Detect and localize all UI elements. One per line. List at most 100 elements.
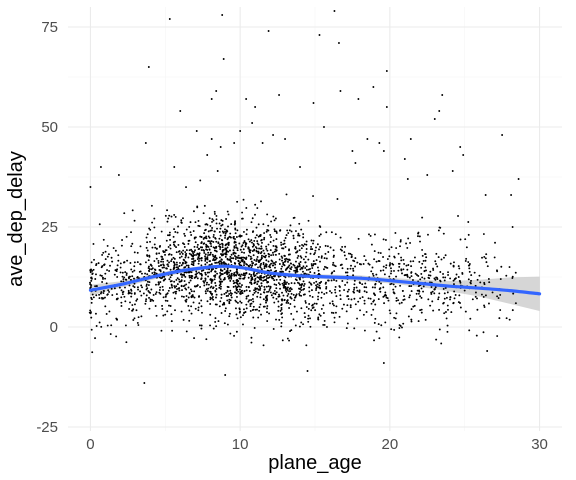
data-point	[277, 282, 280, 284]
data-point	[352, 259, 355, 262]
data-point	[260, 278, 263, 281]
data-point	[206, 248, 209, 251]
data-point	[167, 253, 170, 256]
data-point	[323, 257, 326, 260]
data-point	[230, 260, 233, 263]
data-point	[187, 256, 190, 259]
data-point	[175, 246, 178, 249]
data-point	[384, 291, 387, 294]
data-point	[496, 270, 499, 273]
data-point	[223, 272, 226, 274]
data-point	[457, 301, 460, 304]
data-point	[442, 287, 445, 290]
data-point	[212, 240, 215, 243]
data-point	[345, 257, 348, 260]
data-point	[249, 281, 251, 284]
data-point	[128, 284, 131, 287]
data-point	[167, 217, 170, 220]
data-point	[286, 229, 289, 232]
data-point	[373, 299, 375, 302]
data-point	[371, 272, 374, 275]
data-point	[234, 241, 237, 244]
data-point	[382, 362, 385, 364]
data-point	[219, 227, 222, 230]
data-point	[457, 265, 460, 268]
data-point	[370, 243, 373, 246]
data-point	[305, 306, 308, 308]
data-point	[277, 300, 280, 303]
data-point	[267, 224, 270, 227]
data-point	[227, 213, 230, 216]
data-point	[180, 264, 183, 267]
data-point	[173, 166, 176, 168]
data-point	[223, 322, 226, 325]
data-point	[147, 267, 150, 269]
data-point	[357, 300, 360, 303]
data-point	[505, 274, 508, 277]
data-point	[243, 256, 246, 259]
data-point	[418, 235, 421, 238]
data-point	[474, 284, 477, 287]
data-point	[312, 195, 314, 197]
data-point	[215, 293, 218, 296]
data-point	[296, 265, 299, 268]
data-point	[353, 283, 356, 286]
data-point	[245, 233, 248, 236]
data-point	[180, 273, 183, 275]
data-point	[241, 289, 243, 292]
data-point	[268, 265, 271, 268]
data-point	[244, 272, 247, 275]
data-point	[230, 294, 232, 297]
data-point	[247, 254, 250, 257]
data-point	[431, 300, 434, 303]
data-point	[124, 300, 127, 303]
data-point	[382, 265, 385, 268]
data-point	[209, 278, 212, 281]
data-point	[361, 296, 364, 299]
data-point	[257, 250, 260, 253]
data-point	[296, 270, 299, 273]
data-point	[386, 297, 389, 300]
data-point	[240, 245, 243, 248]
data-point	[161, 307, 164, 310]
data-point	[228, 249, 231, 252]
data-point	[161, 285, 164, 288]
data-point	[114, 249, 117, 252]
data-point	[168, 278, 171, 281]
data-point	[458, 279, 461, 282]
data-point	[268, 253, 271, 256]
data-point	[234, 238, 236, 240]
data-point	[281, 316, 284, 319]
data-point	[254, 290, 257, 293]
data-point	[271, 260, 274, 263]
data-point	[170, 313, 173, 316]
data-point	[116, 264, 119, 267]
data-point	[161, 276, 164, 279]
data-point	[204, 277, 207, 280]
data-point	[228, 274, 231, 277]
data-point	[178, 280, 181, 283]
data-point	[238, 282, 241, 285]
data-point	[90, 316, 93, 319]
data-point	[219, 243, 221, 246]
data-point	[407, 264, 410, 266]
data-point	[163, 275, 166, 278]
data-point	[316, 285, 318, 288]
data-point	[389, 312, 392, 315]
data-point	[424, 318, 427, 321]
data-point	[189, 231, 192, 234]
data-point	[468, 329, 471, 332]
data-point	[195, 130, 198, 132]
data-point	[284, 237, 287, 239]
data-point	[200, 327, 203, 330]
data-point	[163, 266, 165, 269]
data-point	[239, 277, 242, 280]
data-point	[488, 281, 491, 284]
data-point	[370, 270, 373, 273]
data-point	[272, 134, 275, 136]
data-point	[149, 298, 152, 301]
data-point	[206, 154, 209, 156]
data-point	[95, 262, 98, 265]
data-point	[116, 268, 119, 271]
